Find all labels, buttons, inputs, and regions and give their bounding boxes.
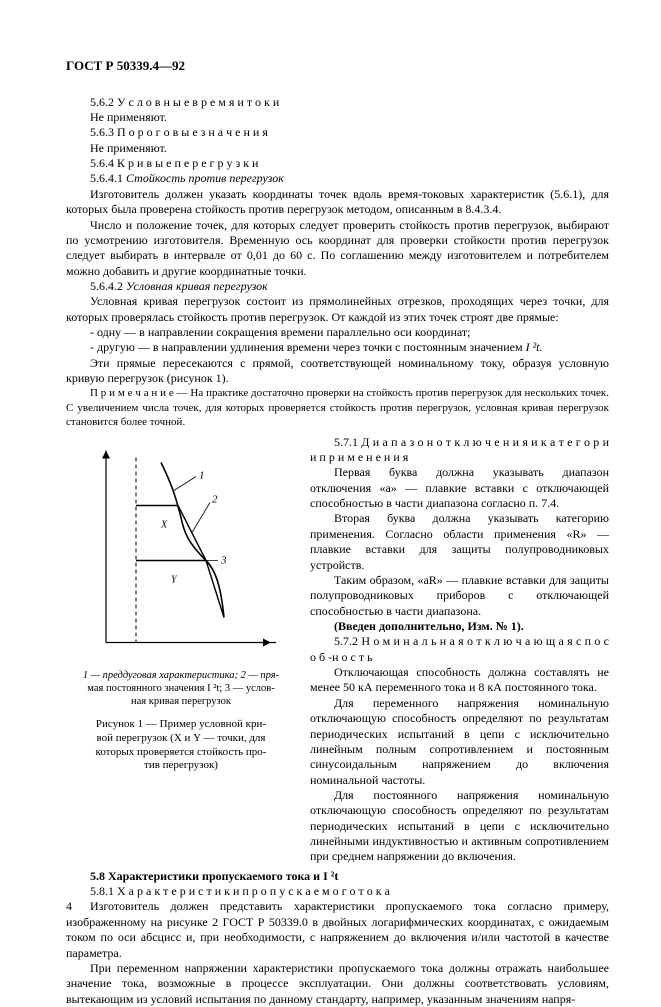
p-5641-1: Изготовитель должен указать координаты т… — [66, 187, 609, 218]
p-571-2: Вторая буква должна указывать категорию … — [310, 511, 609, 572]
title: П о р о г о в ы е з н а ч е н и я — [117, 125, 268, 139]
lbl-Y: Y — [171, 574, 178, 585]
sec-5-7-2: 5.7.2 Н о м и н а л ь н а я о т к л ю ч … — [310, 634, 609, 665]
l2: мая постоянного значения I ²t; 3 — услов… — [87, 683, 274, 694]
note: П р и м е ч а н и е — На практике достат… — [66, 386, 609, 428]
lbl-3: 3 — [220, 554, 227, 566]
sec-5-6-4-2: 5.6.4.2 Условная кривая перегрузок — [66, 279, 609, 294]
x-arrow-icon — [263, 638, 271, 646]
sec-5-6-3: 5.6.3 П о р о г о в ы е з н а ч е н и я — [66, 125, 609, 140]
t1: Рисунок 1 — Пример условной кри- — [96, 718, 266, 730]
sec-5-8: 5.8 Характеристики пропускаемого тока и … — [66, 869, 609, 884]
num: 5.6.4 — [90, 156, 114, 170]
y-arrow-icon — [102, 450, 110, 458]
num: 5.6.2 — [90, 95, 114, 109]
doc-header: ГОСТ Р 50339.4—92 — [66, 58, 609, 75]
title: Стойкость против перегрузок — [126, 171, 284, 185]
p-571-1: Первая буква должна указывать диапазон о… — [310, 465, 609, 511]
title: У с л о в н ы е в р е м я и т о к и — [117, 95, 279, 109]
figure-1: 1 2 3 X Y 1 — преддуговая характеристика… — [66, 435, 296, 773]
li-5642-2: - другую — в направлении удлинения време… — [66, 340, 609, 355]
num: 5.6.4.2 — [90, 279, 123, 293]
p-572-1: Отключающая способность должна составлят… — [310, 665, 609, 696]
seg4 — [206, 560, 224, 617]
l1: 1 — преддуговая характеристика; 2 — пря- — [83, 670, 279, 681]
p-572-3: Для постоянного напряжения номинальную о… — [310, 788, 609, 865]
l3: ная кривая перегрузок — [131, 696, 231, 707]
title: К р и в ы е п е р е г р у з к и — [117, 156, 258, 170]
fig-legend: 1 — преддуговая характеристика; 2 — пря-… — [66, 669, 296, 708]
lead-1 — [174, 476, 196, 490]
txt: - другую — в направлении удлинения време… — [90, 340, 526, 354]
p-581-1: Изготовитель должен представить характер… — [66, 899, 609, 960]
lbl-1: 1 — [199, 469, 205, 481]
p-5642-2: Эти прямые пересекаются с прямой, соотве… — [66, 356, 609, 387]
sec-5-6-4-1: 5.6.4.1 Стойкость против перегрузок — [66, 171, 609, 186]
overload-curve-chart: 1 2 3 X Y — [76, 435, 286, 665]
li-5642-1: - одну — в направлении сокращения времен… — [66, 325, 609, 340]
p-5641-2: Число и положение точек, для которых сле… — [66, 218, 609, 279]
num: 5.6.3 — [90, 125, 114, 139]
prearc-curve — [161, 462, 224, 617]
num: 5.7.2 — [334, 634, 358, 648]
p-5642-1: Условная кривая перегрузок состоит из пр… — [66, 294, 609, 325]
lead-2 — [192, 502, 210, 532]
title: Условная кривая перегрузок — [126, 279, 268, 293]
t4: тив перегрузок) — [144, 759, 218, 771]
page-number: 4 — [66, 899, 72, 914]
seg2 — [178, 505, 206, 560]
t2: вой перегрузок (X и Y — точки, для — [97, 732, 266, 744]
sec-5-7-1: 5.7.1 Д и а п а з о н о т к л ю ч е н и … — [310, 435, 609, 466]
title: Х а р а к т е р и с т и к и п р о п у с … — [117, 884, 390, 898]
sec-5-6-4: 5.6.4 К р и в ы е п е р е г р у з к и — [66, 156, 609, 171]
num: 5.6.4.1 — [90, 171, 123, 185]
i2t: I ²t. — [526, 340, 543, 354]
p-571-added: (Введен дополнительно, Изм. № 1). — [310, 619, 609, 634]
t3: которых проверяется стойкость про- — [96, 746, 267, 758]
sec-5-6-2: 5.6.2 У с л о в н ы е в р е м я и т о к … — [66, 95, 609, 110]
num: 5.8.1 — [90, 884, 114, 898]
sec-5-8-1: 5.8.1 Х а р а к т е р и с т и к и п р о … — [66, 884, 609, 899]
fig-title: Рисунок 1 — Пример условной кри- вой пер… — [66, 718, 296, 773]
p-572-2: Для переменного напряжения номинальную о… — [310, 696, 609, 788]
sec-5-6-2-body: Не применяют. — [66, 110, 609, 125]
lbl-X: X — [160, 519, 168, 530]
p-581-2: При переменном напряжении характеристики… — [66, 961, 609, 1007]
num: 5.7.1 — [334, 435, 358, 449]
lbl-2: 2 — [212, 493, 218, 505]
note-label: П р и м е ч а н и е — [90, 387, 174, 399]
sec-5-6-3-body: Не применяют. — [66, 141, 609, 156]
p-571-3: Таким образом, «aR» — плавкие вставки дл… — [310, 573, 609, 619]
